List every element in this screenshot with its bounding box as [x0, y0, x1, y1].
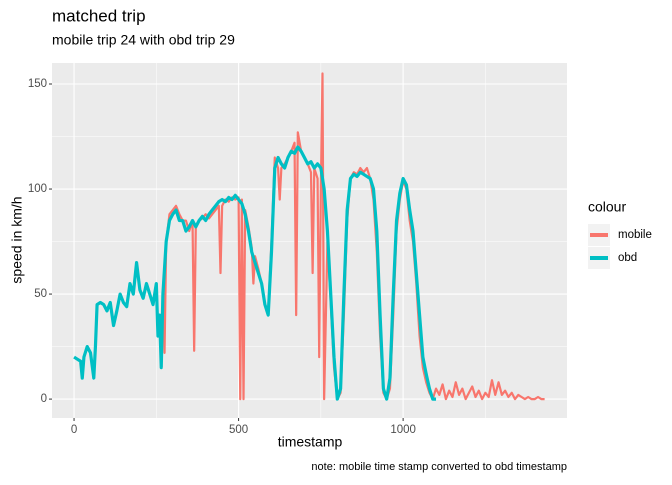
x-tick-label: 0: [71, 424, 77, 436]
legend-label: obd: [618, 252, 637, 264]
legend-title: colour: [588, 199, 626, 215]
caption: note: mobile time stamp converted to obd…: [311, 461, 567, 473]
data-line: [73, 145, 437, 401]
x-axis-label: timestamp: [278, 434, 343, 450]
y-axis-label: speed in km/h: [9, 196, 25, 283]
y-tick-label: 150: [28, 78, 47, 90]
x-tick-label: 1000: [390, 424, 416, 436]
legend-label: mobile: [618, 229, 652, 241]
y-tick-label: 0: [41, 393, 47, 405]
chart-title: matched trip: [52, 6, 146, 25]
y-tick-label: 50: [34, 288, 47, 300]
y-tick-label: 100: [28, 183, 47, 195]
x-tick-label: 500: [229, 424, 248, 436]
panel: [52, 63, 567, 418]
chart-subtitle: mobile trip 24 with obd trip 29: [52, 32, 235, 48]
